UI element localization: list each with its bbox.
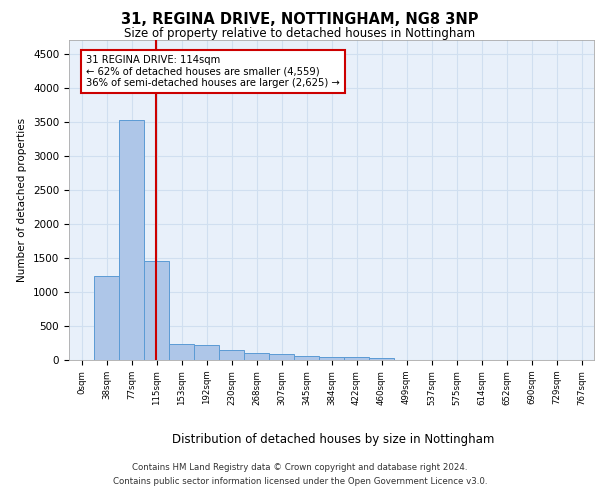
Bar [370,358,394,360]
Text: Contains public sector information licensed under the Open Government Licence v3: Contains public sector information licen… [113,478,487,486]
Text: Contains HM Land Registry data © Crown copyright and database right 2024.: Contains HM Land Registry data © Crown c… [132,462,468,471]
Bar [220,350,244,360]
Bar [145,260,169,360]
Bar [119,120,143,360]
Text: 31, REGINA DRIVE, NOTTINGHAM, NG8 3NP: 31, REGINA DRIVE, NOTTINGHAM, NG8 3NP [121,12,479,28]
Y-axis label: Number of detached properties: Number of detached properties [17,118,28,282]
Bar [295,356,319,360]
Bar [244,352,269,360]
Bar [169,344,194,360]
Bar [94,276,119,360]
Bar [344,358,368,360]
Bar [194,344,218,360]
Text: Distribution of detached houses by size in Nottingham: Distribution of detached houses by size … [172,432,494,446]
Bar [269,354,293,360]
Text: Size of property relative to detached houses in Nottingham: Size of property relative to detached ho… [124,28,476,40]
Bar [319,356,344,360]
Text: 31 REGINA DRIVE: 114sqm
← 62% of detached houses are smaller (4,559)
36% of semi: 31 REGINA DRIVE: 114sqm ← 62% of detache… [86,55,340,88]
